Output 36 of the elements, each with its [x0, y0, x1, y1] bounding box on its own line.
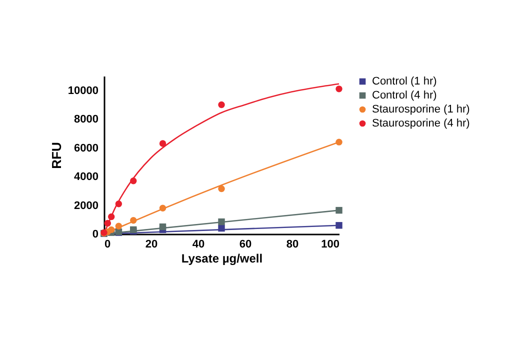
x-tick-label: 40: [192, 238, 205, 250]
point: [336, 206, 342, 214]
point: [336, 138, 342, 146]
x-tick-label: 0: [104, 238, 111, 250]
point: [130, 178, 137, 184]
point: [108, 226, 115, 234]
y-tick-label: 10000: [68, 84, 98, 97]
legend-label: Staurosporine (4 hr): [372, 118, 470, 130]
y-tick-label: 2000: [74, 200, 98, 212]
x-tick-label: 20: [145, 238, 158, 250]
point: [336, 222, 342, 229]
point: [218, 224, 225, 232]
point: [115, 222, 122, 230]
x-axis-title: Lysate µg/well: [181, 252, 263, 266]
point: [218, 218, 225, 226]
x-tick-label: 100: [321, 238, 340, 250]
legend-label: Staurosporine (1 hr): [372, 104, 470, 116]
point: [159, 223, 166, 230]
point: [104, 220, 112, 227]
legend-label: Control (4 hr): [372, 90, 437, 102]
x-tick-label: 80: [286, 238, 299, 250]
point: [115, 200, 122, 208]
point: [159, 204, 166, 212]
y-tick-label: 8000: [74, 114, 98, 126]
point: [218, 185, 225, 192]
point: [130, 217, 137, 224]
point: [159, 140, 166, 147]
y-tick-label: 4000: [74, 171, 98, 184]
legend-label: Control (1 hr): [372, 76, 437, 88]
point: [108, 213, 115, 220]
point: [336, 86, 342, 92]
y-tick-label: 6000: [74, 142, 98, 154]
x-tick-label: 60: [239, 238, 252, 250]
y-axis-title: RFU: [48, 142, 64, 169]
y-tick-label: 0: [92, 228, 98, 240]
point: [218, 101, 225, 108]
